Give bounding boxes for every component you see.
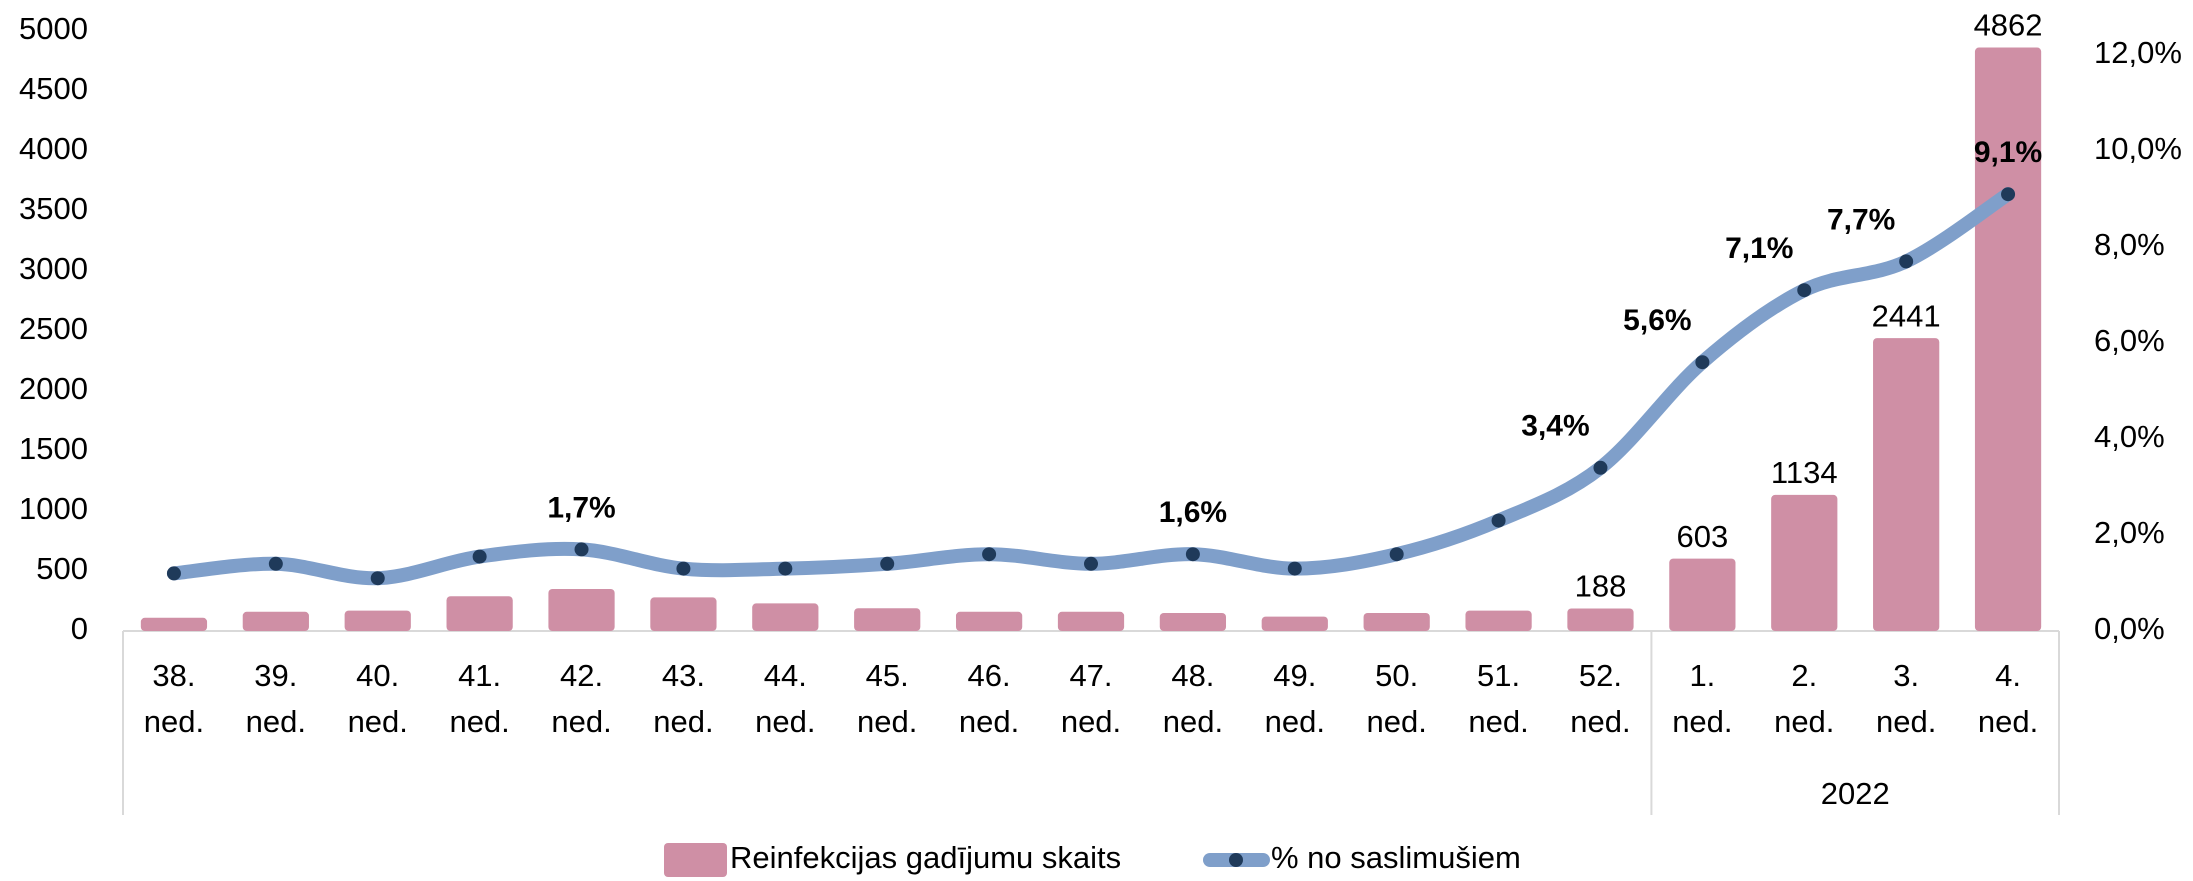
bar-label: 4862 — [1974, 8, 2043, 43]
line-label: 7,7% — [1827, 203, 1895, 236]
y-tick-label: 1500 — [19, 431, 88, 466]
legend-marker — [1229, 853, 1243, 867]
bar — [1974, 47, 2042, 632]
bar — [140, 617, 208, 631]
bar-label: 2441 — [1872, 298, 1941, 333]
line-label: 1,7% — [547, 491, 615, 524]
x-tick-label: 41. ned. — [449, 658, 509, 739]
line-label: 9,1% — [1974, 136, 2042, 169]
bar — [1873, 338, 1940, 631]
bar — [1669, 558, 1736, 631]
y-tick-label: 3500 — [19, 191, 88, 226]
line-marker — [778, 561, 793, 576]
line-marker — [1593, 460, 1608, 475]
x-tick-label: 40. ned. — [348, 658, 408, 739]
bar — [1465, 610, 1532, 631]
bar-label: 188 — [1575, 569, 1627, 604]
bar — [1261, 616, 1328, 631]
y2-tick-label: 12,0% — [2094, 35, 2182, 70]
bar-label: 603 — [1677, 519, 1729, 554]
y-tick-label: 0 — [71, 611, 88, 646]
bar — [1567, 608, 1634, 631]
line-marker — [1389, 547, 1404, 562]
line-marker — [574, 542, 589, 557]
bar — [752, 603, 819, 631]
bar-label: 1134 — [1771, 455, 1838, 490]
bar — [446, 596, 513, 631]
y2-tick-label: 8,0% — [2094, 227, 2165, 262]
line-marker — [2001, 187, 2016, 202]
line-marker — [1084, 556, 1098, 571]
line-label: 7,1% — [1725, 232, 1793, 265]
y-tick-label: 3000 — [19, 251, 88, 286]
bar — [242, 611, 309, 631]
line-marker — [982, 547, 997, 562]
x-tick-label: 42. ned. — [551, 658, 611, 739]
y2-tick-label: 4,0% — [2094, 419, 2165, 454]
x-tick-label: 43. ned. — [653, 658, 713, 739]
legend-swatch — [664, 843, 727, 877]
y-tick-label: 2500 — [19, 311, 88, 346]
x-tick-label: 2. ned. — [1774, 658, 1834, 739]
x-tick-label: 45. ned. — [857, 658, 917, 739]
line-label: 5,6% — [1623, 304, 1691, 337]
bar — [854, 608, 921, 631]
line-marker — [1695, 355, 1710, 370]
line-marker — [472, 549, 487, 564]
line-marker — [1491, 513, 1506, 528]
line-marker — [1287, 561, 1302, 576]
y2-tick-label: 10,0% — [2094, 131, 2182, 166]
x-tick-label: 52. ned. — [1570, 658, 1630, 739]
bar — [344, 610, 411, 631]
x-tick-label: 46. ned. — [959, 658, 1019, 739]
y2-tick-label: 2,0% — [2094, 515, 2165, 550]
x-tick-label: 51. ned. — [1468, 658, 1528, 739]
x-tick-label: 44. ned. — [755, 658, 815, 739]
x-tick-label: 3. ned. — [1876, 658, 1936, 739]
bar — [650, 597, 717, 631]
legend-label: Reinfekcijas gadījumu skaits — [730, 840, 1121, 875]
y-tick-label: 1000 — [19, 491, 88, 526]
y2-tick-label: 6,0% — [2094, 323, 2165, 358]
x-tick-label: 1. ned. — [1672, 658, 1732, 739]
bar — [1159, 613, 1227, 631]
bar — [1771, 494, 1838, 631]
x-tick-label: 38. ned. — [144, 658, 204, 739]
line-marker — [676, 561, 691, 576]
line-marker — [880, 556, 895, 571]
y-tick-label: 2000 — [19, 371, 88, 406]
line-marker — [268, 556, 283, 571]
x-tick-label: 48. ned. — [1163, 658, 1223, 739]
x-tick-label: 49. ned. — [1265, 658, 1325, 739]
group-label: 2022 — [1821, 776, 1890, 811]
bar — [955, 611, 1023, 631]
x-tick-label: 50. ned. — [1367, 658, 1427, 739]
line-marker — [166, 566, 181, 581]
line-label: 3,4% — [1521, 410, 1589, 443]
y-tick-label: 4000 — [19, 131, 88, 166]
y-tick-label: 500 — [36, 551, 88, 586]
bar — [1363, 613, 1430, 631]
bar — [1057, 611, 1125, 631]
legend-label: % no saslimušiem — [1271, 840, 1521, 875]
line-marker — [1797, 283, 1812, 298]
x-tick-label: 39. ned. — [246, 658, 306, 739]
line-marker — [370, 571, 385, 586]
x-tick-label: 47. ned. — [1061, 658, 1121, 739]
line-marker — [1185, 547, 1200, 562]
line-label: 1,6% — [1159, 496, 1227, 529]
x-tick-label: 4. ned. — [1978, 658, 2038, 739]
y-tick-label: 4500 — [19, 71, 88, 106]
y-tick-label: 5000 — [19, 11, 88, 46]
bar — [548, 589, 615, 631]
y2-tick-label: 0,0% — [2094, 611, 2165, 646]
line-marker — [1899, 254, 1914, 269]
